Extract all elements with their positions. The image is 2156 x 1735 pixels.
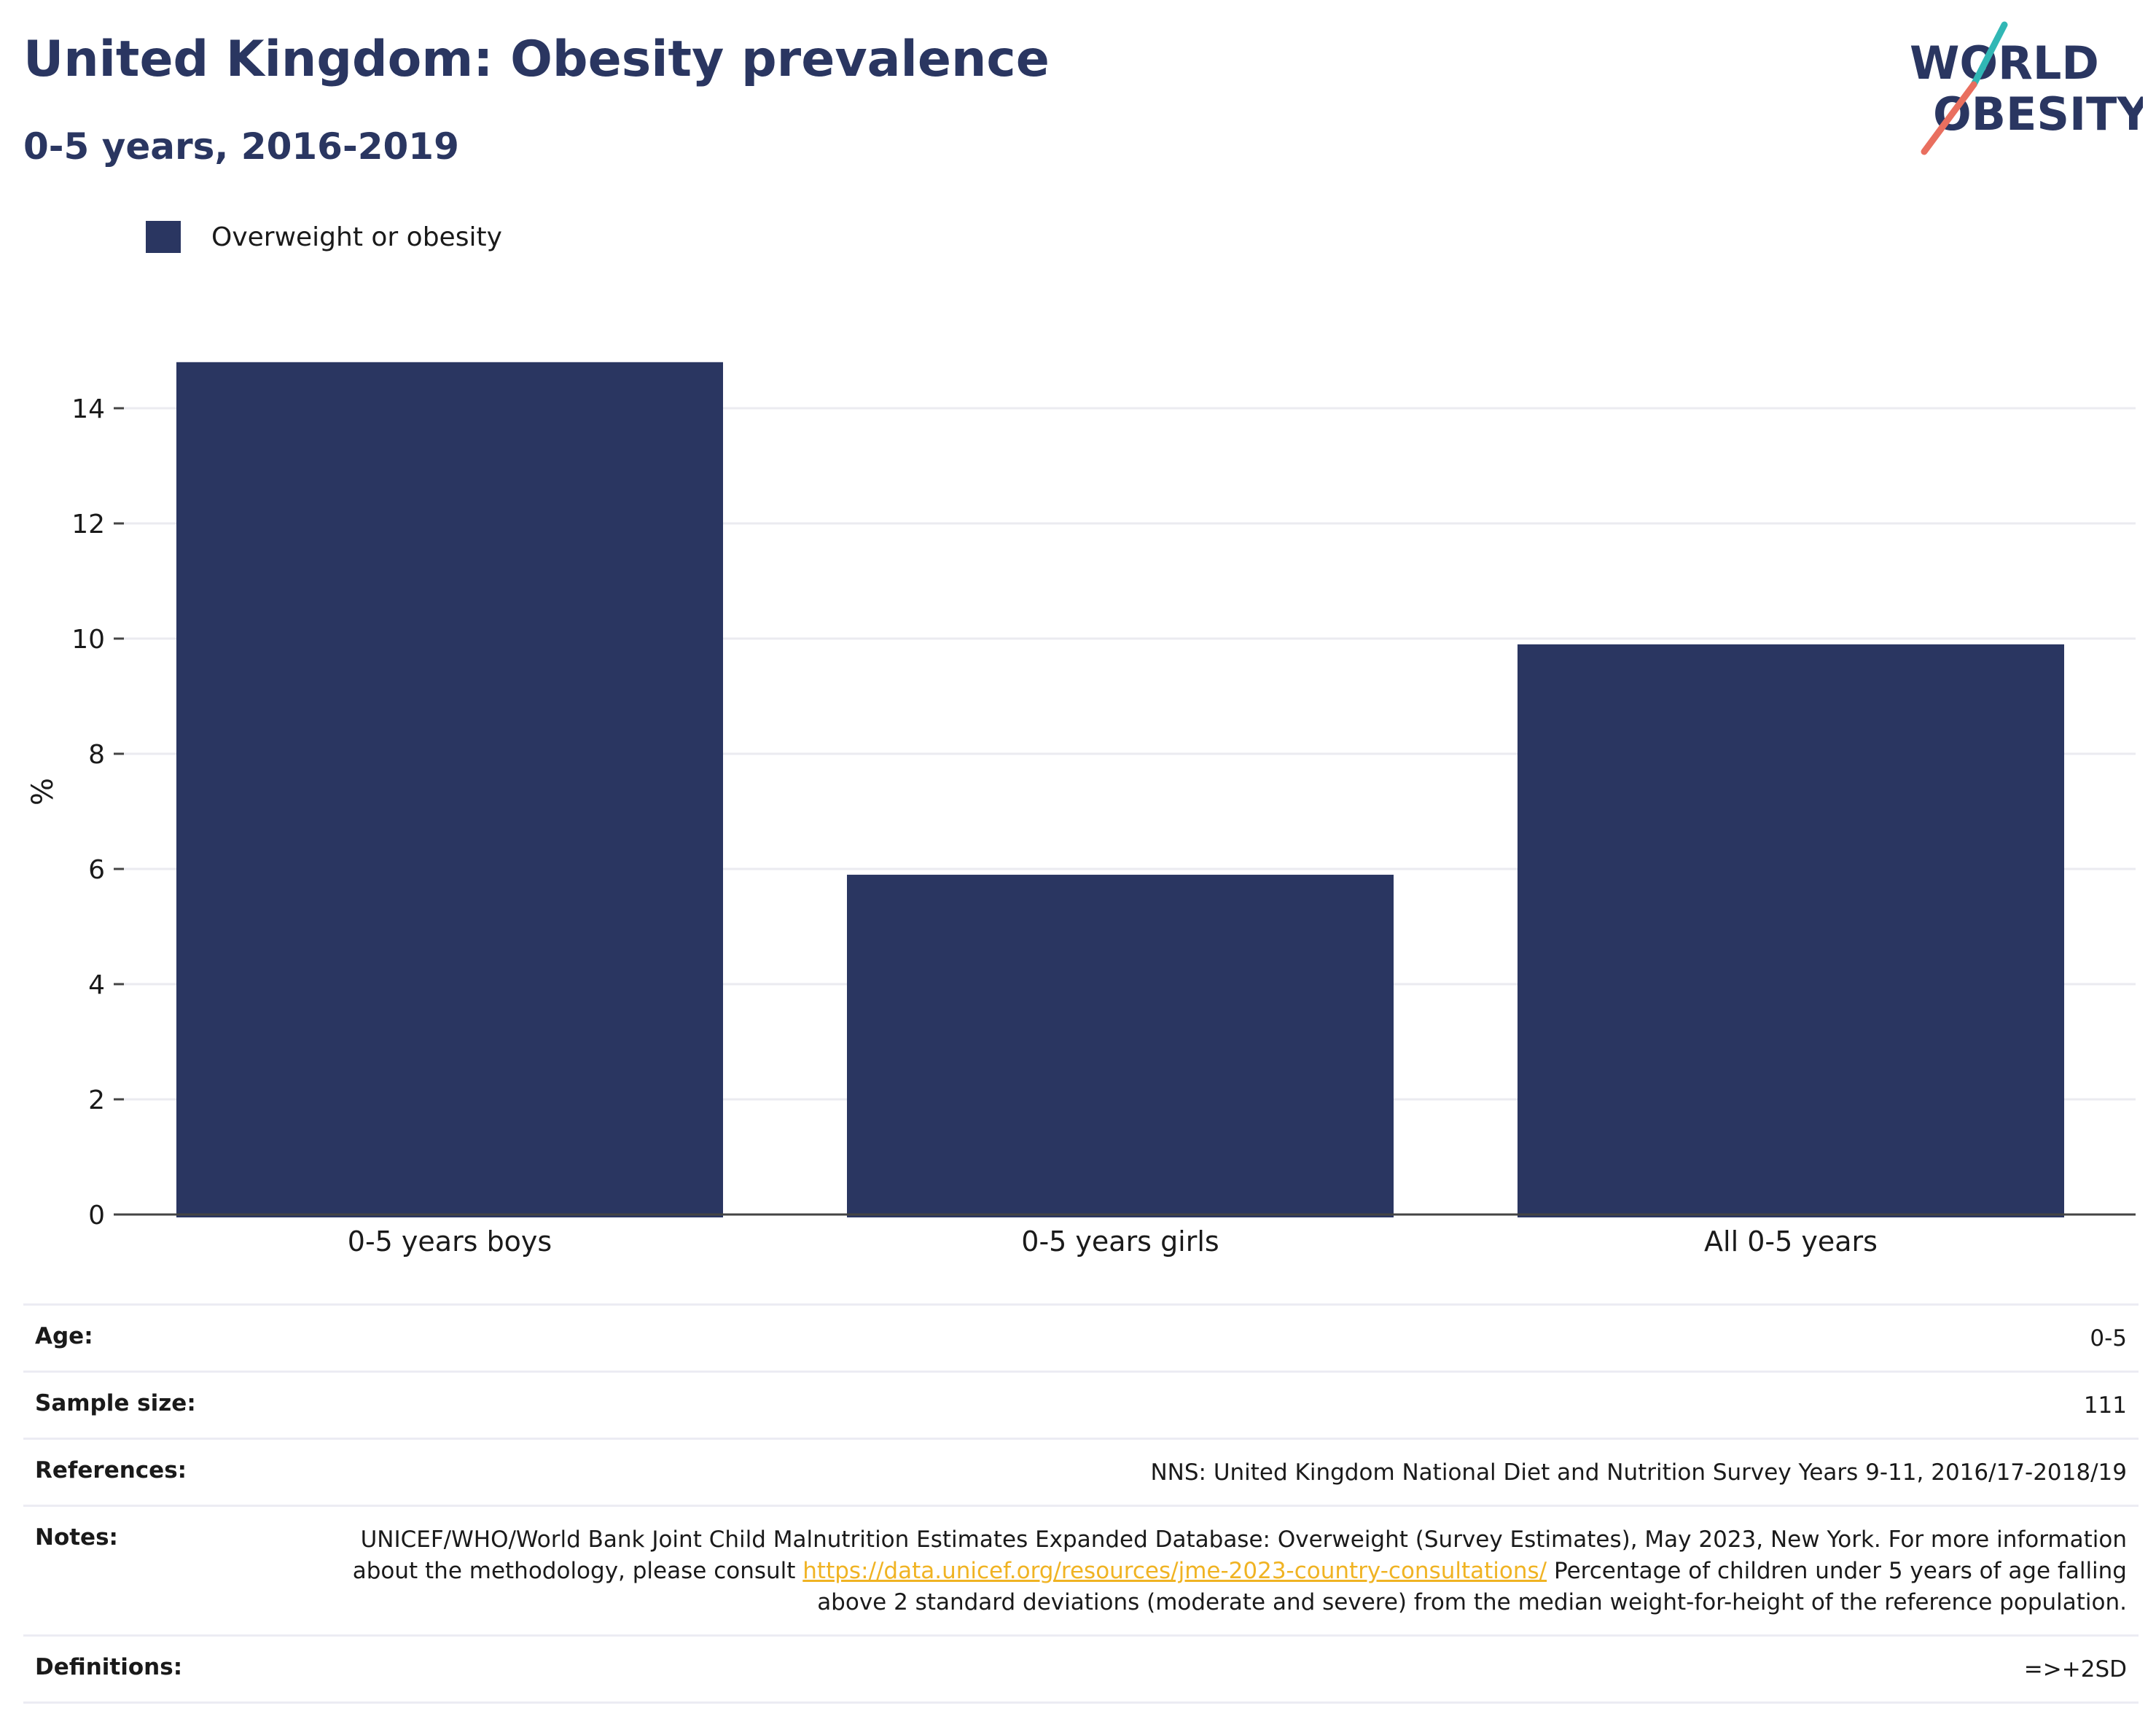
notes-label: Notes:	[35, 1524, 118, 1551]
bar[interactable]	[847, 874, 1394, 1217]
bars	[176, 362, 2064, 1217]
y-tick-label: 6	[88, 855, 105, 885]
chart-subtitle: 0-5 years, 2016-2019	[23, 125, 459, 168]
notes-text-after: Percentage of children under 5 years of …	[817, 1558, 2127, 1615]
bar-chart: 0 2 4 6 8 10 12 14% 0-5 years boys 0-5 years girl…	[26, 362, 2136, 1258]
notes-text-before: UNICEF/WHO/World Bank Joint Child Malnut…	[352, 1527, 2127, 1584]
sample-size-label: Sample size:	[35, 1390, 196, 1416]
bar[interactable]	[176, 362, 723, 1217]
info-row-references: References: NNS: United Kingdom National…	[23, 1438, 2139, 1506]
notes-value: UNICEF/WHO/World Bank Joint Child Malnut…	[280, 1506, 2139, 1636]
methodology-link[interactable]: https://data.unicef.org/resources/jme-20…	[802, 1558, 1547, 1584]
x-tick-label: All 0-5 years	[1704, 1225, 1878, 1258]
legend[interactable]: Overweight or obesity	[146, 219, 502, 255]
references-label: References:	[35, 1457, 187, 1483]
logo-word-world: WORLD	[1910, 36, 2099, 90]
sample-size-value: 111	[2083, 1392, 2127, 1419]
info-row-age: Age: 0-5	[23, 1304, 2139, 1372]
metadata-table: Age: 0-5 Sample size: 111 References: NN…	[23, 1303, 2139, 1704]
references-value: NNS: United Kingdom National Diet and Nu…	[1150, 1459, 2127, 1486]
y-axis-label: %	[26, 778, 60, 806]
info-row-definitions: Definitions: =>+2SD	[23, 1635, 2139, 1703]
legend-swatch	[146, 221, 181, 253]
y-tick-label: 8	[88, 740, 105, 770]
definitions-value: =>+2SD	[2023, 1656, 2127, 1683]
info-row-notes: Notes: UNICEF/WHO/World Bank Joint Child…	[23, 1505, 2139, 1636]
y-tick-label: 4	[88, 970, 105, 1000]
bar[interactable]	[1518, 644, 2064, 1217]
logo-slash-bottom	[1921, 81, 1977, 155]
info-row-sample-size: Sample size: 111	[23, 1371, 2139, 1439]
y-tick-label: 10	[71, 625, 105, 655]
y-tick-label: 0	[88, 1201, 105, 1231]
x-tick-label: 0-5 years boys	[348, 1225, 552, 1258]
y-tick-label: 2	[88, 1085, 105, 1115]
x-tick-label: 0-5 years girls	[1021, 1225, 1219, 1258]
legend-label: Overweight or obesity	[211, 222, 502, 252]
y-tick-label: 12	[71, 510, 105, 539]
axes: 0 2 4 6 8 10 12 14% 0-5 years boys 0-5 years girl…	[26, 394, 2136, 1258]
age-value: 0-5	[2090, 1325, 2127, 1352]
definitions-label: Definitions:	[35, 1654, 183, 1680]
y-tick-label: 14	[71, 394, 105, 424]
logo-slash-top	[1970, 21, 2008, 88]
age-label: Age:	[35, 1323, 93, 1349]
world-obesity-logo[interactable]: WORLD OBESITY	[1895, 20, 2143, 159]
chart-title: United Kingdom: Obesity prevalence	[23, 31, 1050, 88]
